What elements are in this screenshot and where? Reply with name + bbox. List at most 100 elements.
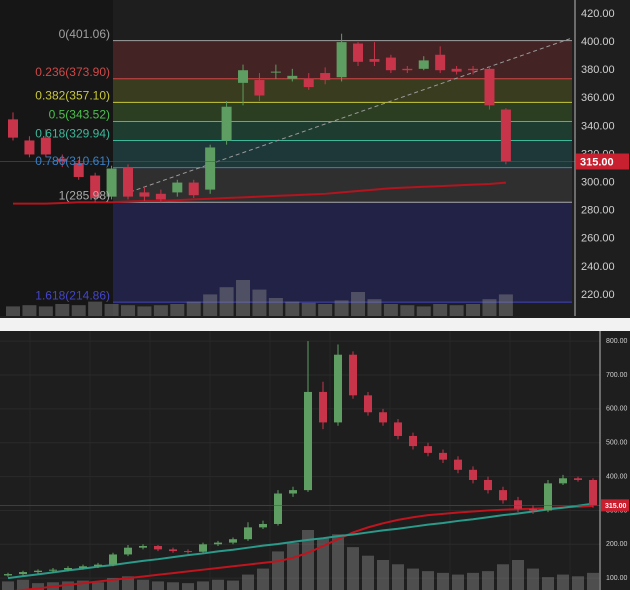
- volume-bar: [203, 294, 218, 316]
- candle-body: [229, 539, 237, 543]
- candle-body: [169, 549, 177, 552]
- y-tick-label: 380.00: [581, 64, 615, 76]
- candle-body: [469, 469, 477, 480]
- volume-bar: [452, 574, 464, 590]
- candle-body: [19, 572, 27, 575]
- candle-body: [418, 60, 429, 69]
- candle-body: [353, 43, 364, 62]
- volume-bar: [422, 571, 434, 590]
- candle-body: [559, 478, 567, 484]
- price-tag-label: 315.00: [605, 503, 627, 510]
- candle-body: [514, 500, 522, 509]
- candle-body: [205, 147, 216, 190]
- candle-body: [334, 354, 342, 423]
- overview-chart: 100.00200.00300.00400.00500.00600.00700.…: [0, 331, 630, 590]
- volume-bar: [332, 534, 344, 590]
- volume-bar: [167, 582, 179, 590]
- volume-bar: [351, 292, 366, 316]
- volume-bar: [182, 583, 194, 590]
- volume-bar: [392, 564, 404, 590]
- volume-bar: [17, 579, 29, 590]
- candle-body: [188, 182, 199, 196]
- candle-body: [274, 493, 282, 524]
- candle-body: [499, 490, 507, 501]
- candle-body: [79, 566, 87, 568]
- y-tick-label: 700.00: [606, 372, 628, 379]
- price-tag: [576, 153, 629, 170]
- candle-body: [94, 564, 102, 567]
- fib-band: [113, 202, 572, 303]
- volume-bar: [219, 287, 234, 316]
- volume-bar: [32, 583, 44, 590]
- volume-bar: [497, 564, 509, 590]
- volume-bar: [55, 304, 70, 316]
- candle-body: [303, 78, 314, 88]
- volume-bar: [587, 572, 599, 590]
- volume-bar: [242, 574, 254, 590]
- fib-label: 1(285.98): [59, 188, 110, 202]
- y-tick-label: 400.00: [606, 473, 628, 480]
- candle-body: [385, 57, 396, 71]
- fib-label: 0(401.06): [59, 27, 110, 41]
- candle-body: [369, 58, 380, 62]
- candle-body: [123, 167, 134, 197]
- candle-body: [409, 435, 417, 447]
- y-tick-label: 500.00: [606, 440, 628, 447]
- volume-bar: [318, 304, 333, 316]
- y-tick-label: 400.00: [581, 36, 615, 48]
- volume-bar: [377, 560, 389, 590]
- volume-bar: [482, 571, 494, 590]
- candle-body: [57, 158, 68, 162]
- candle-body: [589, 479, 597, 506]
- y-tick-label: 220.00: [581, 289, 615, 301]
- moving-average: [14, 505, 594, 590]
- volume-bar: [38, 306, 53, 316]
- left-shade: [0, 0, 113, 316]
- candle-body: [468, 68, 479, 71]
- candle-body: [154, 545, 162, 550]
- candle-body: [270, 71, 281, 73]
- candle-body: [106, 168, 117, 197]
- fib-label: 0.382(357.10): [35, 89, 110, 103]
- candle-body: [184, 551, 192, 553]
- fib-chart: 220.00240.00260.00280.00300.00320.00340.…: [0, 0, 630, 318]
- volume-bar: [153, 305, 168, 316]
- volume-bar: [301, 302, 316, 316]
- candle-body: [254, 80, 265, 96]
- y-tick-label: 200.00: [606, 541, 628, 548]
- y-tick-label: 800.00: [606, 338, 628, 345]
- y-tick-label: 240.00: [581, 261, 615, 273]
- volume-bar: [466, 304, 481, 316]
- volume-bar: [512, 560, 524, 590]
- candle-body: [109, 554, 117, 565]
- candle-body: [320, 73, 331, 81]
- volume-bar: [400, 305, 415, 316]
- background: [0, 331, 630, 590]
- price-tag: [601, 499, 629, 512]
- volume-bar: [433, 304, 448, 316]
- candle-body: [139, 545, 147, 548]
- volume-bar: [236, 280, 251, 316]
- fib-label: 0.5(343.52): [49, 108, 110, 122]
- candle-body: [379, 412, 387, 423]
- candle-body: [484, 68, 495, 106]
- volume-bar: [212, 579, 224, 590]
- candle-body: [8, 119, 18, 138]
- candle-body: [221, 106, 232, 141]
- candle-body: [139, 192, 150, 197]
- volume-bar: [122, 576, 134, 590]
- volume-bar: [407, 568, 419, 590]
- candle-body: [90, 175, 101, 199]
- candle-body: [238, 70, 249, 83]
- candle-body: [289, 490, 297, 494]
- candle-body: [214, 542, 222, 545]
- candle-body: [574, 478, 582, 480]
- candle-body: [500, 109, 511, 162]
- volume-bar: [152, 581, 164, 590]
- candle-body: [454, 459, 462, 470]
- axis-bg: [600, 331, 630, 590]
- volume-bar: [186, 301, 201, 316]
- fib-label: 0.618(329.94): [35, 127, 110, 141]
- candle-body: [349, 354, 357, 396]
